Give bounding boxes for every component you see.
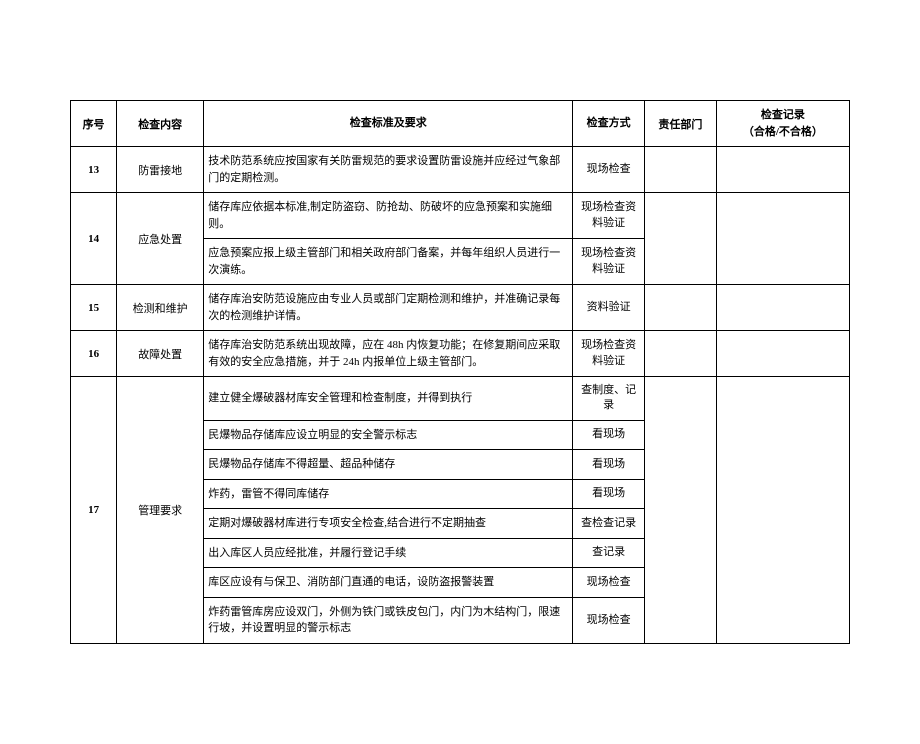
cell-seq: 16 [71, 331, 117, 377]
cell-content: 故障处置 [117, 331, 204, 377]
cell-seq: 14 [71, 193, 117, 285]
cell-method: 现场检查资料验证 [573, 193, 645, 239]
header-row: 序号 检查内容 检查标准及要求 检查方式 责任部门 检查记录 （合格/不合格） [71, 101, 850, 147]
cell-standard: 出入库区人员应经批准，并履行登记手续 [204, 538, 573, 568]
cell-record [716, 331, 849, 377]
table-row: 14应急处置储存库应依据本标准,制定防盗窃、防抢劫、防破坏的应急预案和实施细则。… [71, 193, 850, 239]
cell-standard: 民爆物品存储库不得超量、超品种储存 [204, 450, 573, 480]
cell-method: 查制度、记录 [573, 377, 645, 421]
cell-method: 查记录 [573, 538, 645, 568]
table-row: 13防雷接地技术防范系统应按国家有关防雷规范的要求设置防雷设施并应经过气象部门的… [71, 147, 850, 193]
cell-standard: 建立健全爆破器材库安全管理和检查制度，并得到执行 [204, 377, 573, 421]
cell-dept [645, 377, 717, 644]
cell-method: 现场检查 [573, 568, 645, 598]
cell-standard: 应急预案应报上级主管部门和相关政府部门备案，并每年组织人员进行一次演练。 [204, 239, 573, 285]
cell-method: 现场检查 [573, 597, 645, 643]
header-record: 检查记录 （合格/不合格） [716, 101, 849, 147]
cell-standard: 民爆物品存储库应设立明显的安全警示标志 [204, 420, 573, 450]
cell-method: 资料验证 [573, 285, 645, 331]
cell-method: 现场检查资料验证 [573, 239, 645, 285]
table-header: 序号 检查内容 检查标准及要求 检查方式 责任部门 检查记录 （合格/不合格） [71, 101, 850, 147]
cell-seq: 13 [71, 147, 117, 193]
header-content: 检查内容 [117, 101, 204, 147]
cell-content: 管理要求 [117, 377, 204, 644]
header-standard: 检查标准及要求 [204, 101, 573, 147]
cell-content: 应急处置 [117, 193, 204, 285]
cell-standard: 炸药，雷管不得同库储存 [204, 479, 573, 509]
table-body: 13防雷接地技术防范系统应按国家有关防雷规范的要求设置防雷设施并应经过气象部门的… [71, 147, 850, 644]
cell-record [716, 285, 849, 331]
header-record-sub: （合格/不合格） [743, 126, 823, 138]
cell-seq: 15 [71, 285, 117, 331]
cell-standard: 技术防范系统应按国家有关防雷规范的要求设置防雷设施并应经过气象部门的定期检测。 [204, 147, 573, 193]
cell-method: 现场检查资料验证 [573, 331, 645, 377]
cell-standard: 定期对爆破器材库进行专项安全检查,结合进行不定期抽查 [204, 509, 573, 539]
table-row: 17管理要求建立健全爆破器材库安全管理和检查制度，并得到执行查制度、记录 [71, 377, 850, 421]
cell-standard: 储存库应依据本标准,制定防盗窃、防抢劫、防破坏的应急预案和实施细则。 [204, 193, 573, 239]
header-record-main: 检查记录 [761, 109, 805, 121]
cell-standard: 库区应设有与保卫、消防部门直通的电话，设防盗报警装置 [204, 568, 573, 598]
inspection-table-container: 序号 检查内容 检查标准及要求 检查方式 责任部门 检查记录 （合格/不合格） … [70, 100, 850, 644]
cell-method: 看现场 [573, 450, 645, 480]
cell-standard: 储存库治安防范系统出现故障，应在 48h 内恢复功能；在修复期间应采取有效的安全… [204, 331, 573, 377]
cell-method: 看现场 [573, 479, 645, 509]
header-dept: 责任部门 [645, 101, 717, 147]
table-row: 15检测和维护储存库治安防范设施应由专业人员或部门定期检测和维护，并准确记录每次… [71, 285, 850, 331]
cell-dept [645, 331, 717, 377]
header-seq: 序号 [71, 101, 117, 147]
cell-dept [645, 147, 717, 193]
table-row: 16故障处置储存库治安防范系统出现故障，应在 48h 内恢复功能；在修复期间应采… [71, 331, 850, 377]
cell-method: 现场检查 [573, 147, 645, 193]
cell-standard: 炸药雷管库房应设双门，外侧为铁门或铁皮包门，内门为木结构门，限速行坡，并设置明显… [204, 597, 573, 643]
cell-standard: 储存库治安防范设施应由专业人员或部门定期检测和维护，并准确记录每次的检测维护详情… [204, 285, 573, 331]
cell-method: 看现场 [573, 420, 645, 450]
inspection-table: 序号 检查内容 检查标准及要求 检查方式 责任部门 检查记录 （合格/不合格） … [70, 100, 850, 644]
cell-content: 防雷接地 [117, 147, 204, 193]
cell-dept [645, 193, 717, 285]
cell-record [716, 147, 849, 193]
cell-seq: 17 [71, 377, 117, 644]
cell-record [716, 377, 849, 644]
cell-content: 检测和维护 [117, 285, 204, 331]
header-method: 检查方式 [573, 101, 645, 147]
cell-record [716, 193, 849, 285]
cell-method: 查检查记录 [573, 509, 645, 539]
cell-dept [645, 285, 717, 331]
